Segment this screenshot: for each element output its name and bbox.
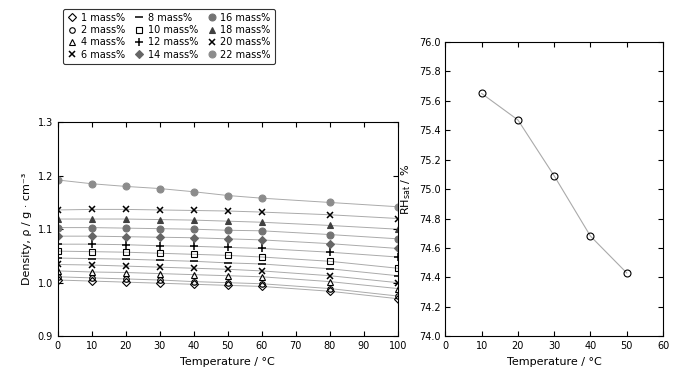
X-axis label: Temperature / °C: Temperature / °C xyxy=(180,356,275,367)
Y-axis label: RH$_\mathregular{sat}$ / %: RH$_\mathregular{sat}$ / % xyxy=(399,163,413,215)
Legend: 1 mass%, 2 mass%, 4 mass%, 6 mass%, 8 mass%, 10 mass%, 12 mass%, 14 mass%, 16 ma: 1 mass%, 2 mass%, 4 mass%, 6 mass%, 8 ma… xyxy=(63,9,275,64)
Y-axis label: Density, ρ / g · cm⁻³: Density, ρ / g · cm⁻³ xyxy=(22,173,32,285)
X-axis label: Temperature / °C: Temperature / °C xyxy=(507,356,602,367)
